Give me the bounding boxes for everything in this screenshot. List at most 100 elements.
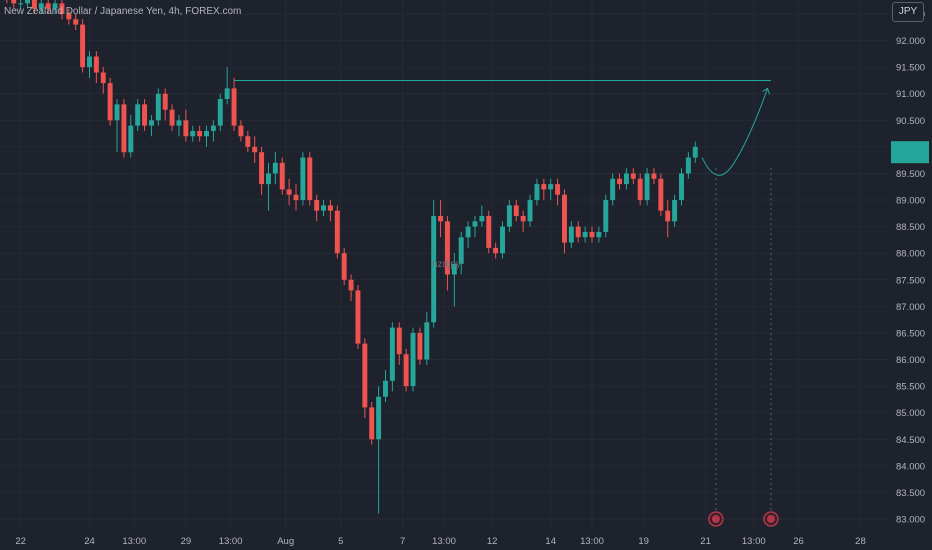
candle-body bbox=[617, 178, 623, 185]
candle-body bbox=[596, 231, 602, 238]
candle-body bbox=[396, 327, 402, 355]
projection-curve bbox=[701, 88, 769, 176]
time-tick-label: 13:00 bbox=[742, 536, 766, 547]
candle-body bbox=[272, 162, 278, 174]
candle-body bbox=[644, 173, 650, 201]
currency-badge[interactable]: JPY bbox=[892, 2, 924, 22]
candle-body bbox=[93, 56, 99, 73]
candle-body bbox=[100, 72, 106, 84]
candle-body bbox=[555, 184, 561, 195]
candle-body bbox=[31, 0, 37, 9]
candle-body bbox=[259, 152, 265, 185]
candle-body bbox=[458, 237, 464, 264]
candle-body bbox=[341, 253, 347, 280]
candle-body bbox=[417, 332, 423, 360]
candle-body bbox=[548, 184, 554, 190]
candle-body bbox=[369, 407, 375, 440]
candle-body bbox=[162, 93, 168, 110]
candles bbox=[6, 0, 698, 514]
candle-body bbox=[107, 83, 113, 121]
time-tick-label: 13:00 bbox=[580, 536, 604, 547]
candle-body bbox=[389, 327, 395, 381]
candle-body bbox=[692, 146, 698, 158]
candle-body bbox=[190, 130, 196, 137]
time-tick-label: 22 bbox=[15, 536, 26, 547]
candle-body bbox=[679, 173, 684, 201]
time-tick-label: 14 bbox=[545, 536, 556, 547]
candle-body bbox=[575, 226, 581, 238]
price-tick-label: 85.000 bbox=[896, 408, 925, 419]
candle-body bbox=[45, 3, 51, 9]
candle-body bbox=[376, 396, 382, 440]
candle-body bbox=[204, 130, 209, 137]
candle-body bbox=[169, 109, 175, 126]
candle-body bbox=[623, 173, 629, 185]
candle-body bbox=[672, 200, 678, 222]
price-tick-label: 85.500 bbox=[896, 382, 925, 393]
candle-body bbox=[362, 343, 368, 408]
candle-body bbox=[658, 178, 664, 211]
candle-body bbox=[148, 120, 154, 126]
price-tick-label: 86.500 bbox=[896, 328, 925, 339]
candle-body bbox=[307, 157, 313, 201]
candle-body bbox=[52, 3, 58, 9]
candle-body bbox=[451, 263, 457, 275]
price-tick-label: 89.000 bbox=[896, 196, 925, 207]
price-tick-label: 91.000 bbox=[896, 89, 925, 100]
candle-body bbox=[300, 157, 306, 201]
candle-body bbox=[582, 231, 588, 238]
candle-body bbox=[286, 189, 292, 195]
candle-body bbox=[217, 99, 223, 126]
candle-body bbox=[210, 125, 216, 131]
candle-body bbox=[265, 173, 271, 185]
candle-body bbox=[534, 184, 540, 201]
candle-body bbox=[637, 178, 643, 201]
price-tick-label: 84.500 bbox=[896, 435, 925, 446]
candle-body bbox=[11, 0, 17, 4]
candle-body bbox=[479, 216, 485, 222]
price-tick-label: 89.500 bbox=[896, 169, 925, 180]
candle-body bbox=[176, 120, 182, 126]
price-tick-label: 87.000 bbox=[896, 302, 925, 313]
candle-body bbox=[513, 205, 519, 216]
candle-body bbox=[424, 322, 430, 360]
price-axis[interactable]: 92.50092.00091.50091.00090.50090.00089.5… bbox=[891, 10, 929, 526]
price-tick-label: 92.000 bbox=[896, 36, 925, 47]
time-tick-label: 24 bbox=[84, 536, 95, 547]
candle-body bbox=[73, 19, 79, 25]
candle-body bbox=[348, 279, 354, 291]
time-axis[interactable]: 22 24 13:00 29 13:00 Aug 5 7 13:00 12 14 13:00 19 21 1… bbox=[15, 536, 865, 547]
time-tick-label: 13:00 bbox=[122, 536, 146, 547]
candle-body bbox=[142, 104, 148, 126]
candle-body bbox=[87, 56, 92, 68]
candle-body bbox=[128, 125, 134, 153]
candle-body bbox=[685, 157, 691, 174]
candle-body bbox=[224, 88, 230, 100]
candle-body bbox=[431, 216, 437, 323]
time-tick-label: 13:00 bbox=[432, 536, 456, 547]
candle-body bbox=[500, 226, 505, 254]
price-tick-label: 83.000 bbox=[896, 515, 925, 526]
time-tick-label: 5 bbox=[338, 536, 343, 547]
candle-body bbox=[486, 216, 492, 248]
candle-body bbox=[651, 173, 657, 179]
candle-body bbox=[183, 120, 189, 137]
candle-body bbox=[327, 205, 333, 211]
candle-body bbox=[80, 24, 86, 68]
candle-body bbox=[465, 226, 471, 238]
candle-body bbox=[444, 221, 450, 275]
drawings[interactable] bbox=[234, 79, 779, 527]
price-tick-label: 91.500 bbox=[896, 63, 925, 74]
candle-body bbox=[355, 290, 361, 344]
time-tick-label: 28 bbox=[855, 536, 866, 547]
candle-body bbox=[493, 247, 499, 254]
candle-body bbox=[252, 146, 258, 153]
candle-body bbox=[321, 205, 327, 211]
candle-body bbox=[568, 226, 574, 243]
candle-body bbox=[603, 200, 609, 232]
candle-body bbox=[541, 184, 547, 190]
price-tick-label: 86.000 bbox=[896, 355, 925, 366]
